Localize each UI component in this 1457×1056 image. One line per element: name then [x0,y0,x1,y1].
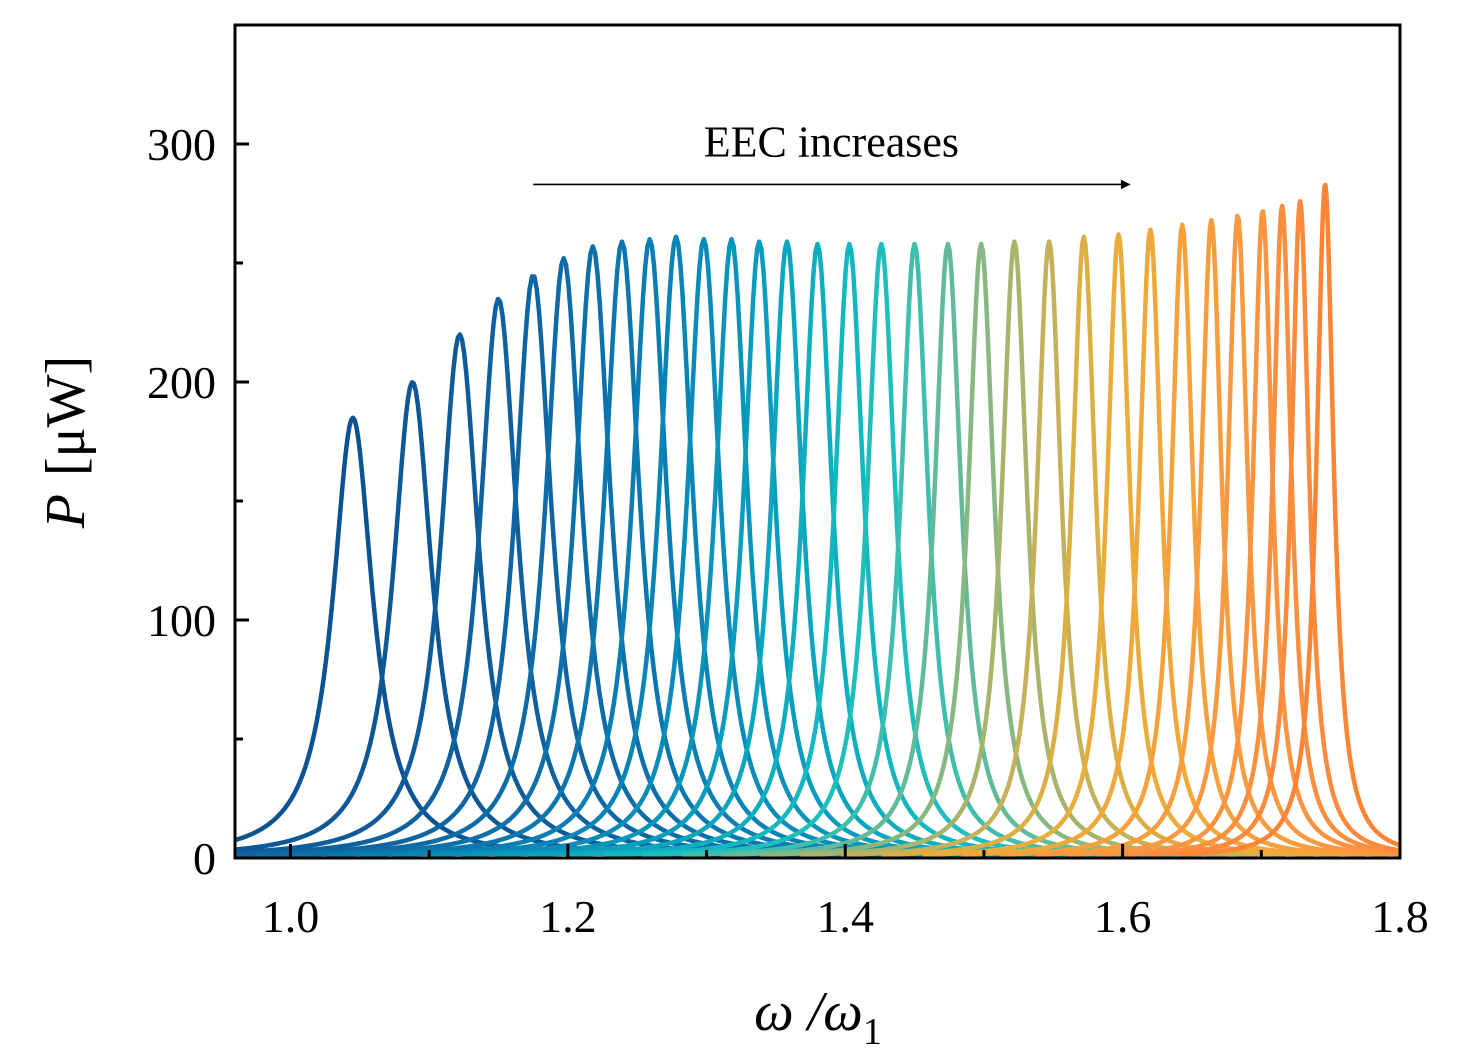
y-tick-label-1: 100 [147,595,216,646]
annotation-text: EEC increases [704,117,959,166]
series-line-19 [720,241,1176,858]
series-line-25 [960,227,1341,858]
series-line-4 [235,296,820,858]
y-axis-label-main: P [35,494,97,529]
x-tick-label-3: 1.6 [1094,891,1152,942]
x-tick-label-2: 1.4 [816,891,874,942]
x-tick-label-4: 1.8 [1371,891,1429,942]
x-axis-label-main: ω /ω [754,981,863,1043]
y-axis-label: P [μW] [35,356,97,529]
series-line-26 [998,222,1367,858]
series-line-14 [528,239,1046,858]
x-axis-label: ω /ω1 [754,981,882,1053]
x-axis-label-sub: 1 [863,1011,882,1053]
x-tick-label-0: 1.0 [262,891,320,942]
y-tick-label-2: 200 [147,357,216,408]
series-line-24 [921,232,1315,858]
series-line-2 [235,380,747,858]
y-tick-label-0: 0 [193,833,216,884]
y-tick-label-3: 300 [147,119,216,170]
series-line-32 [1178,182,1400,857]
tick-labels: 1.0 1.2 1.4 1.6 1.8 0 100 200 300 [147,119,1429,942]
plot-frame [233,23,1402,860]
annotation-group: EEC increases [533,117,1131,190]
x-tick-label-1: 1.2 [539,891,597,942]
y-axis-label-unit: [μW] [35,356,97,476]
axis-ticks [235,142,1402,860]
series-curves [235,182,1400,858]
series-line-31 [1146,198,1400,857]
series-line-27 [1033,217,1390,858]
